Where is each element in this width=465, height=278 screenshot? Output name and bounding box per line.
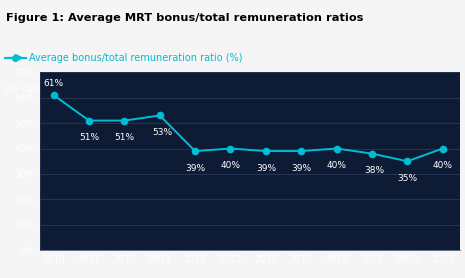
Text: Figure 1: Average MRT bonus/total remuneration ratios: Figure 1: Average MRT bonus/total remune… <box>6 13 363 23</box>
Text: 39%: 39% <box>256 163 276 173</box>
Text: 61%: 61% <box>44 79 64 88</box>
Text: Average bonus/total remuneration ratio (%): Average bonus/total remuneration ratio (… <box>29 53 242 63</box>
Text: 53%: 53% <box>153 128 173 137</box>
Text: 35%: 35% <box>397 174 418 183</box>
Text: 40%: 40% <box>326 161 346 170</box>
Text: 40%: 40% <box>220 161 240 170</box>
Text: 39%: 39% <box>291 163 311 173</box>
Text: Per cent: Per cent <box>5 85 42 93</box>
Text: 38%: 38% <box>365 166 385 175</box>
Text: 40%: 40% <box>432 161 452 170</box>
Text: 51%: 51% <box>114 133 134 142</box>
Text: 51%: 51% <box>79 133 99 142</box>
Text: 39%: 39% <box>185 163 205 173</box>
